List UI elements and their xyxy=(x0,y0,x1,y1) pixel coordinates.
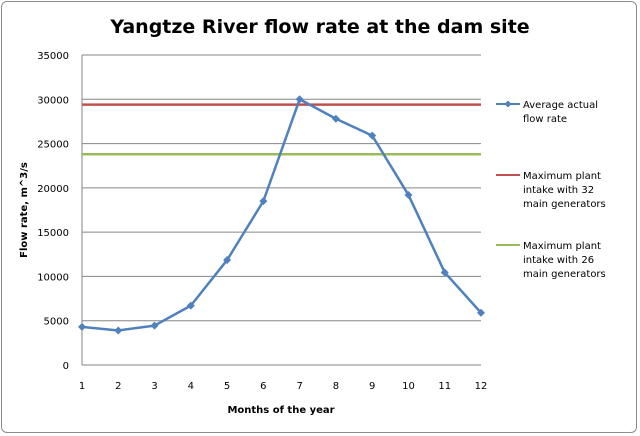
x-tick-label: 2 xyxy=(115,381,121,392)
data-point xyxy=(78,322,86,331)
data-point xyxy=(404,190,413,199)
x-tick-label: 11 xyxy=(438,381,451,392)
x-tick-label: 3 xyxy=(151,381,157,392)
chart-title: Yangtze River flow rate at the dam site xyxy=(109,16,529,38)
x-tick-label: 10 xyxy=(402,381,415,392)
x-tick-label: 6 xyxy=(260,381,266,392)
y-tick-label: 0 xyxy=(63,361,69,372)
x-tick-label: 7 xyxy=(296,381,302,392)
legend-label: Average actual flow rate xyxy=(523,100,598,125)
data-point xyxy=(114,326,123,335)
y-tick-label: 35000 xyxy=(37,51,69,62)
x-tick-label: 1 xyxy=(79,381,85,392)
series-line xyxy=(81,98,482,332)
x-tick-label: 5 xyxy=(224,381,230,392)
x-tick-label: 12 xyxy=(475,381,488,392)
legend-marker xyxy=(504,100,512,108)
y-tick-label: 20000 xyxy=(37,184,69,195)
data-point xyxy=(223,256,232,265)
data-point xyxy=(150,321,159,330)
y-tick-label: 10000 xyxy=(37,272,69,283)
x-axis-label: Months of the year xyxy=(227,405,334,416)
data-point xyxy=(368,131,377,140)
x-tick-label: 4 xyxy=(188,381,194,392)
y-tick-label: 25000 xyxy=(37,140,69,151)
y-tick-label: 5000 xyxy=(44,317,69,328)
legend-label: Maximum plant intake with 26 main generato… xyxy=(523,241,606,280)
x-tick-label: 9 xyxy=(369,381,375,392)
data-point xyxy=(259,197,268,206)
data-point xyxy=(440,268,449,277)
y-axis-label: Flow rate, m^3/s xyxy=(19,162,30,258)
data-point xyxy=(477,308,485,317)
x-tick-label: 8 xyxy=(333,381,339,392)
data-point xyxy=(186,301,195,310)
data-point xyxy=(331,114,340,123)
data-point xyxy=(295,95,304,104)
y-tick-label: 30000 xyxy=(37,95,69,106)
legend-label: Maximum plant intake with 32 main generato… xyxy=(523,171,606,210)
y-tick-label: 15000 xyxy=(37,228,69,239)
